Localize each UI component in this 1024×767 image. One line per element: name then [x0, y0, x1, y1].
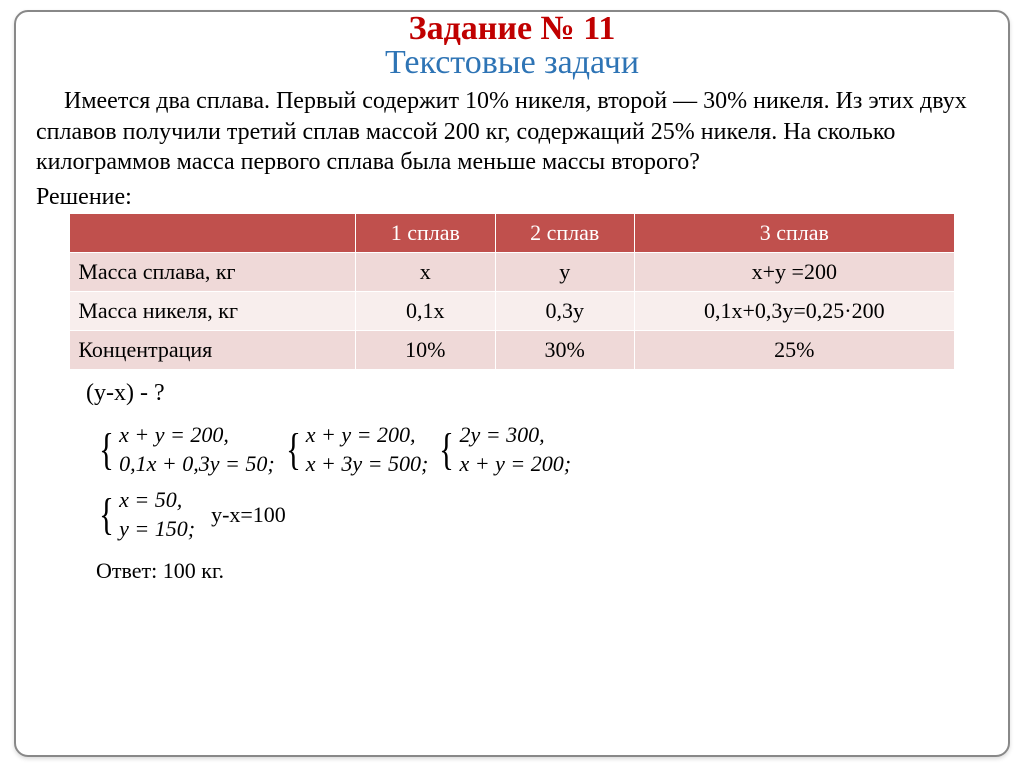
equation-system: { x + y = 200, 0,1x + 0,3y = 50; [96, 421, 275, 478]
table-cell: 0,1x+0,3y=0,25·200 [634, 292, 954, 331]
brace-icon: { [440, 421, 455, 478]
brace-icon: { [99, 486, 114, 543]
table-cell: 0,3y [495, 292, 634, 331]
problem-text: Имеется два сплава. Первый содержит 10% … [36, 88, 967, 175]
problem-statement: Имеется два сплава. Первый содержит 10% … [36, 86, 988, 178]
table-header-cell: 2 сплав [495, 214, 634, 253]
table-header-cell: 3 сплав [634, 214, 954, 253]
question-expression: (y-x) - ? [86, 380, 988, 407]
equation-line: 0,1x + 0,3y = 50; [119, 450, 275, 479]
equation-line: x + y = 200, [306, 421, 429, 450]
equation-line: x + 3y = 500; [306, 450, 429, 479]
equation-system: { x + y = 200, x + 3y = 500; [283, 421, 429, 478]
equation-block: { x + y = 200, 0,1x + 0,3y = 50; { x + y… [96, 421, 988, 543]
equation-row-2: { x = 50, y = 150; y-x=100 [96, 486, 988, 543]
equation-line: x = 50, [119, 486, 195, 515]
table-cell: Концентрация [70, 331, 356, 370]
table-row: Масса сплава, кг x y x+y =200 [70, 253, 954, 292]
brace-icon: { [99, 421, 114, 478]
brace-icon: { [286, 421, 301, 478]
table-row: Концентрация 10% 30% 25% [70, 331, 954, 370]
task-number-title: Задание № 11 [36, 10, 988, 48]
equation-row-1: { x + y = 200, 0,1x + 0,3y = 50; { x + y… [96, 421, 988, 478]
equation-system: { x = 50, y = 150; [96, 486, 195, 543]
table-header-cell [70, 214, 356, 253]
table-cell: 0,1x [356, 292, 495, 331]
equation-system: { 2y = 300, x + y = 200; [436, 421, 571, 478]
equation-result: y-x=100 [211, 501, 286, 530]
table-cell: 10% [356, 331, 495, 370]
table-cell: 30% [495, 331, 634, 370]
equation-line: x + y = 200, [119, 421, 275, 450]
table-cell: x+y =200 [634, 253, 954, 292]
table-header-cell: 1 сплав [356, 214, 495, 253]
alloy-table: 1 сплав 2 сплав 3 сплав Масса сплава, кг… [69, 213, 954, 370]
equation-line: y = 150; [119, 515, 195, 544]
content-frame: Задание № 11 Текстовые задачи Имеется дв… [14, 10, 1010, 757]
table-row: Масса никеля, кг 0,1x 0,3y 0,1x+0,3y=0,2… [70, 292, 954, 331]
solution-label: Решение: [36, 184, 988, 211]
table-header-row: 1 сплав 2 сплав 3 сплав [70, 214, 954, 253]
table-cell: 25% [634, 331, 954, 370]
equation-line: 2y = 300, [459, 421, 571, 450]
equation-line: x + y = 200; [459, 450, 571, 479]
page: Задание № 11 Текстовые задачи Имеется дв… [0, 0, 1024, 767]
answer-text: Ответ: 100 кг. [96, 558, 988, 584]
table-cell: Масса никеля, кг [70, 292, 356, 331]
table-cell: x [356, 253, 495, 292]
table-cell: y [495, 253, 634, 292]
table-cell: Масса сплава, кг [70, 253, 356, 292]
task-subtitle: Текстовые задачи [36, 44, 988, 82]
